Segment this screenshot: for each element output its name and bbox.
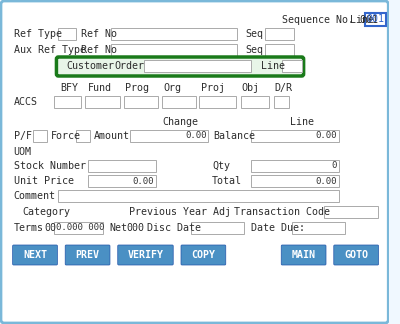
Bar bbox=[88, 175, 156, 187]
FancyBboxPatch shape bbox=[13, 245, 58, 265]
Bar bbox=[144, 60, 251, 72]
Text: 0.00: 0.00 bbox=[133, 177, 154, 186]
Bar bbox=[130, 130, 208, 142]
Bar bbox=[58, 190, 339, 202]
Text: Balance: Balance bbox=[213, 131, 255, 141]
Text: Date Due:: Date Due: bbox=[251, 223, 305, 233]
Bar bbox=[124, 96, 158, 108]
Bar bbox=[251, 160, 339, 172]
Bar bbox=[111, 44, 238, 56]
Text: Ref Type: Ref Type bbox=[14, 29, 62, 39]
FancyBboxPatch shape bbox=[181, 245, 226, 265]
Bar bbox=[274, 96, 289, 108]
Bar bbox=[162, 96, 196, 108]
FancyBboxPatch shape bbox=[118, 245, 173, 265]
Bar bbox=[88, 160, 156, 172]
Text: 0.00: 0.00 bbox=[316, 132, 337, 141]
Text: PREV: PREV bbox=[76, 250, 100, 260]
Text: Ref No: Ref No bbox=[81, 45, 117, 55]
Text: Amount: Amount bbox=[94, 131, 130, 141]
Text: 00: 00 bbox=[45, 223, 57, 233]
Text: Transaction Code: Transaction Code bbox=[234, 207, 330, 217]
Text: D/R: D/R bbox=[274, 83, 292, 93]
Text: Previous Year Adj: Previous Year Adj bbox=[129, 207, 231, 217]
Bar bbox=[54, 96, 81, 108]
Text: Seq: Seq bbox=[245, 45, 263, 55]
Bar bbox=[265, 44, 294, 56]
Text: 0: 0 bbox=[332, 161, 337, 170]
Bar bbox=[76, 130, 90, 142]
Text: 001: 001 bbox=[367, 15, 385, 25]
Text: Order: Order bbox=[115, 61, 145, 71]
FancyBboxPatch shape bbox=[65, 245, 110, 265]
Text: 0.000 000: 0.000 000 bbox=[56, 224, 104, 233]
FancyBboxPatch shape bbox=[281, 245, 326, 265]
Bar bbox=[85, 96, 120, 108]
Text: UOM: UOM bbox=[14, 147, 32, 157]
Bar bbox=[251, 130, 339, 142]
Text: Terms: Terms bbox=[14, 223, 44, 233]
Text: Line: Line bbox=[290, 117, 314, 127]
Text: Customer: Customer bbox=[66, 61, 114, 71]
Text: Obj: Obj bbox=[241, 83, 259, 93]
Bar bbox=[282, 60, 302, 72]
Bar bbox=[265, 28, 294, 40]
Text: Unit Price: Unit Price bbox=[14, 176, 74, 186]
Text: 0.00: 0.00 bbox=[316, 177, 337, 186]
FancyBboxPatch shape bbox=[56, 57, 304, 76]
Bar bbox=[324, 206, 378, 218]
FancyBboxPatch shape bbox=[1, 1, 388, 323]
Bar bbox=[191, 222, 244, 234]
Text: NEXT: NEXT bbox=[23, 250, 47, 260]
Text: Proj: Proj bbox=[202, 83, 226, 93]
Text: Total: Total bbox=[212, 176, 242, 186]
Text: Stock Number: Stock Number bbox=[14, 161, 86, 171]
Text: Disc Date: Disc Date bbox=[147, 223, 201, 233]
Bar bbox=[111, 28, 238, 40]
Text: Aux Ref Type: Aux Ref Type bbox=[14, 45, 86, 55]
Text: Category: Category bbox=[23, 207, 71, 217]
Bar bbox=[200, 96, 236, 108]
Text: Net: Net bbox=[109, 223, 127, 233]
Text: COPY: COPY bbox=[191, 250, 215, 260]
Bar bbox=[251, 175, 339, 187]
Text: BFY: BFY bbox=[60, 83, 78, 93]
Text: Sequence No. 001: Sequence No. 001 bbox=[282, 15, 378, 25]
Text: Prog: Prog bbox=[124, 83, 148, 93]
Text: Force: Force bbox=[51, 131, 81, 141]
Text: GOTO: GOTO bbox=[344, 250, 368, 260]
Text: ACCS: ACCS bbox=[14, 97, 38, 107]
Text: Line: Line bbox=[261, 61, 285, 71]
Text: Change: Change bbox=[162, 117, 198, 127]
Bar bbox=[365, 13, 386, 26]
Text: 0.00: 0.00 bbox=[185, 132, 207, 141]
Text: 000: 000 bbox=[126, 223, 144, 233]
Text: Line: Line bbox=[350, 15, 374, 25]
Bar bbox=[241, 96, 268, 108]
Text: VERIFY: VERIFY bbox=[128, 250, 164, 260]
Text: Comment: Comment bbox=[14, 191, 56, 201]
Text: Qty: Qty bbox=[212, 161, 230, 171]
Text: Fund: Fund bbox=[88, 83, 112, 93]
Text: Seq: Seq bbox=[245, 29, 263, 39]
Text: Ref No: Ref No bbox=[81, 29, 117, 39]
Bar bbox=[54, 222, 103, 234]
Text: P/F: P/F bbox=[14, 131, 32, 141]
Text: Org: Org bbox=[164, 83, 182, 93]
Bar bbox=[58, 28, 76, 40]
FancyBboxPatch shape bbox=[334, 245, 378, 265]
Bar bbox=[292, 222, 346, 234]
Text: MAIN: MAIN bbox=[292, 250, 316, 260]
Bar bbox=[33, 130, 47, 142]
